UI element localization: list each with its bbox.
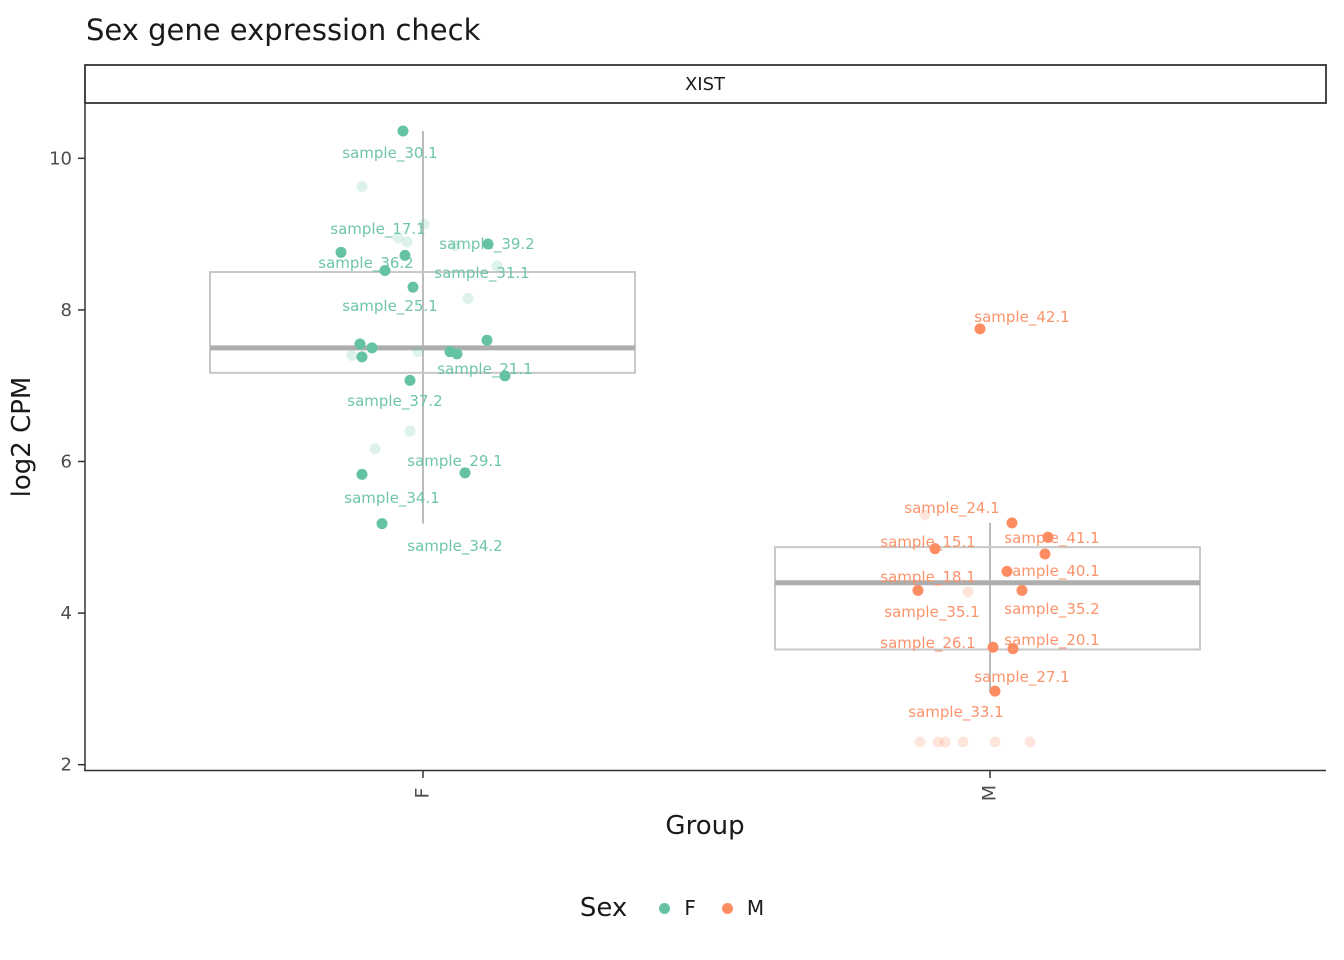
legend-swatch-m-icon xyxy=(721,902,733,914)
point-label: sample_31.1 xyxy=(434,264,529,283)
data-point xyxy=(459,467,471,479)
data-point xyxy=(957,736,969,748)
data-point xyxy=(412,346,424,358)
data-point xyxy=(1024,736,1036,748)
point-label: sample_33.1 xyxy=(908,703,1003,722)
legend-title: Sex xyxy=(579,893,628,923)
data-point xyxy=(335,246,347,258)
point-label: sample_40.1 xyxy=(1004,562,1099,581)
box xyxy=(774,546,1201,651)
data-point xyxy=(1016,584,1028,596)
legend-swatch-f-icon xyxy=(659,902,671,914)
data-point xyxy=(932,736,944,748)
data-point xyxy=(404,374,416,386)
y-tick-label: 2 xyxy=(61,755,72,776)
data-point xyxy=(1042,531,1054,543)
point-label: sample_35.2 xyxy=(1004,600,1099,619)
data-point xyxy=(491,260,503,272)
data-point xyxy=(376,518,388,530)
data-point xyxy=(462,293,474,305)
x-axis-title: Group xyxy=(665,811,744,841)
data-point xyxy=(1039,548,1051,560)
data-point xyxy=(987,641,999,653)
data-point xyxy=(482,238,494,250)
data-point xyxy=(379,265,391,277)
data-point xyxy=(1001,565,1013,577)
data-point xyxy=(914,736,926,748)
chart-title: Sex gene expression check xyxy=(86,13,481,47)
y-tick-label: 4 xyxy=(61,603,72,624)
data-point xyxy=(499,370,511,382)
legend-label-m: M xyxy=(746,896,765,920)
point-labels: sample_30.1 sample_39.2 sample_36.2 sample_… xyxy=(318,144,1099,722)
data-point xyxy=(356,468,368,480)
y-tick-label: 6 xyxy=(61,452,72,473)
data-point xyxy=(919,509,931,521)
x-tick-label: M xyxy=(979,785,1001,801)
facet-label: XIST xyxy=(685,74,726,95)
data-point xyxy=(392,232,404,244)
y-tick-label: 8 xyxy=(61,300,72,321)
data-point xyxy=(401,236,413,248)
point-label: sample_24.1 xyxy=(904,499,999,518)
point-label: sample_36.2 xyxy=(318,254,413,273)
x-tick-label: F xyxy=(412,788,434,799)
point-label: sample_42.1 xyxy=(974,308,1069,327)
box xyxy=(209,271,636,374)
point-label: sample_30.1 xyxy=(342,144,437,163)
point-label: sample_35.1 xyxy=(884,603,979,622)
point-label: sample_39.2 xyxy=(439,235,534,254)
point-label: sample_21.1 xyxy=(437,360,532,379)
point-label: sample_20.1 xyxy=(1004,631,1099,650)
data-point xyxy=(939,736,951,748)
data-point xyxy=(1006,517,1018,529)
legend-label-f: F xyxy=(684,896,696,920)
facet-strip xyxy=(84,64,1327,104)
axis-ticks: 10 8 6 4 2 F M xyxy=(49,148,1000,801)
data-point xyxy=(451,348,463,360)
point-label: sample_37.2 xyxy=(347,392,442,411)
legend-item-m: M xyxy=(721,896,765,920)
point-label: sample_34.2 xyxy=(407,537,502,556)
data-point xyxy=(974,323,986,335)
data-point xyxy=(404,425,416,437)
y-tick-label: 10 xyxy=(49,148,72,169)
data-point xyxy=(366,342,378,354)
point-label: sample_29.1 xyxy=(407,452,502,471)
data-point xyxy=(989,736,1001,748)
data-point xyxy=(1007,643,1019,655)
point-label: sample_27.1 xyxy=(974,668,1069,687)
data-point xyxy=(962,586,974,598)
data-point xyxy=(929,543,941,555)
point-label: sample_18.1 xyxy=(880,568,975,587)
y-axis-title: log2 CPM xyxy=(7,377,37,498)
data-point xyxy=(356,180,368,192)
data-point xyxy=(912,584,924,596)
data-point xyxy=(397,125,409,137)
point-label: sample_15.1 xyxy=(880,533,975,552)
point-label: sample_26.1 xyxy=(880,634,975,653)
legend: Sex F M xyxy=(0,882,1344,934)
data-point xyxy=(989,685,1001,697)
data-point xyxy=(418,218,430,230)
point-label: sample_41.1 xyxy=(1004,529,1099,548)
data-point xyxy=(369,443,381,455)
legend-item-f: F xyxy=(659,896,696,920)
data-points xyxy=(335,125,1054,748)
data-point xyxy=(354,338,366,350)
data-point xyxy=(407,281,419,293)
point-label: sample_34.1 xyxy=(344,489,439,508)
data-point xyxy=(356,351,368,363)
data-point xyxy=(449,239,461,251)
data-point xyxy=(399,249,411,261)
data-point xyxy=(346,349,358,361)
point-label: sample_17.1 xyxy=(330,220,425,239)
point-label: sample_25.1 xyxy=(342,297,437,316)
boxplots xyxy=(209,131,1201,693)
data-point xyxy=(481,334,493,346)
